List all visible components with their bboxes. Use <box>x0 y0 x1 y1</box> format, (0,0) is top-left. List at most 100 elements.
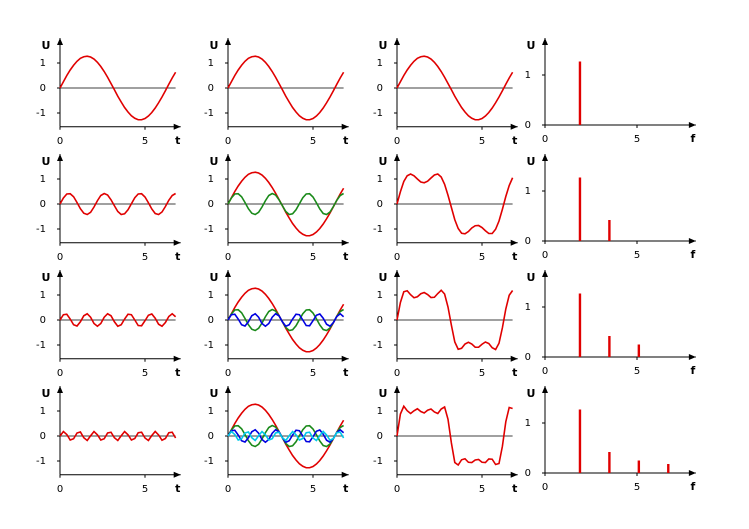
bar <box>667 464 670 473</box>
bar <box>578 293 582 357</box>
x-tick-label: 5 <box>479 368 485 379</box>
x-axis-label: t <box>175 134 180 147</box>
y-tick-label: 1 <box>377 174 383 185</box>
y-axis-arrow <box>57 154 63 161</box>
x-axis-arrow <box>688 122 696 128</box>
x-axis-label: t <box>343 482 348 495</box>
x-axis-arrow <box>173 239 181 246</box>
y-tick-label: 0 <box>377 431 383 442</box>
y-tick-label: 0 <box>377 83 383 94</box>
x-tick-label: 0 <box>542 250 548 261</box>
y-tick-label: 0 <box>377 315 383 326</box>
x-tick-label: 0 <box>225 484 231 495</box>
x-axis-arrow <box>341 123 349 130</box>
line <box>396 404 513 467</box>
x-tick-label: 5 <box>310 252 316 263</box>
x-axis-arrow <box>688 354 696 360</box>
y-axis-label: U <box>379 271 388 284</box>
y-tick-label: 1 <box>525 186 531 197</box>
x-axis-arrow <box>173 123 181 130</box>
line <box>227 312 345 328</box>
y-axis-label: U <box>379 39 388 52</box>
line <box>59 430 177 442</box>
x-tick-label: 0 <box>57 252 63 263</box>
y-axis-arrow <box>394 386 400 393</box>
y-tick-label: 1 <box>525 70 531 81</box>
y-tick-label: 0 <box>208 315 214 326</box>
y-tick-label: -1 <box>36 456 46 467</box>
x-tick-label: 0 <box>394 136 400 147</box>
y-axis-label: U <box>42 39 51 52</box>
x-tick-label: 5 <box>142 368 148 379</box>
y-axis-label: U <box>379 155 388 168</box>
x-axis-arrow <box>173 471 181 478</box>
y-axis-arrow <box>225 154 231 161</box>
x-tick-label: 0 <box>542 366 548 377</box>
x-tick-label: 0 <box>394 368 400 379</box>
x-tick-label: 5 <box>142 484 148 495</box>
bar <box>608 220 611 241</box>
y-tick-label: 0 <box>40 199 46 210</box>
x-axis-label: t <box>343 366 348 379</box>
x-tick-label: 5 <box>634 250 640 261</box>
y-tick-label: -1 <box>204 224 214 235</box>
y-tick-label: -1 <box>204 340 214 351</box>
x-axis-label: t <box>343 250 348 263</box>
x-axis-arrow <box>510 471 518 478</box>
y-tick-label: 1 <box>377 290 383 301</box>
y-tick-label: 0 <box>525 120 531 131</box>
y-tick-label: -1 <box>373 224 383 235</box>
y-axis-arrow <box>225 38 231 45</box>
x-axis-label: t <box>175 250 180 263</box>
y-tick-label: 0 <box>40 431 46 442</box>
y-axis-arrow <box>394 154 400 161</box>
y-tick-label: 1 <box>377 406 383 417</box>
y-axis-arrow <box>225 270 231 277</box>
y-tick-label: 1 <box>525 418 531 429</box>
x-tick-label: 0 <box>225 368 231 379</box>
y-tick-label: -1 <box>36 108 46 119</box>
y-tick-label: 0 <box>208 199 214 210</box>
x-tick-label: 5 <box>479 136 485 147</box>
x-tick-label: 0 <box>57 136 63 147</box>
x-tick-label: 0 <box>394 484 400 495</box>
x-tick-label: 5 <box>142 136 148 147</box>
x-axis-arrow <box>341 471 349 478</box>
x-tick-label: 5 <box>634 482 640 493</box>
x-tick-label: 0 <box>394 252 400 263</box>
y-tick-label: 0 <box>525 236 531 247</box>
x-tick-label: 5 <box>479 252 485 263</box>
x-axis-label: f <box>690 364 695 377</box>
line <box>227 192 345 216</box>
x-tick-label: 5 <box>310 136 316 147</box>
y-axis-arrow <box>57 38 63 45</box>
y-axis-label: U <box>42 387 51 400</box>
x-axis-arrow <box>341 355 349 362</box>
x-tick-label: 0 <box>57 368 63 379</box>
x-axis-label: t <box>175 482 180 495</box>
bar <box>578 61 582 125</box>
y-tick-label: 1 <box>208 290 214 301</box>
line <box>59 192 177 216</box>
x-axis-label: f <box>690 480 695 493</box>
y-tick-label: 1 <box>377 58 383 69</box>
line <box>59 312 177 328</box>
y-tick-label: 1 <box>40 290 46 301</box>
x-axis-label: t <box>512 482 517 495</box>
y-axis-arrow <box>542 38 548 45</box>
y-tick-label: 0 <box>525 352 531 363</box>
y-tick-label: 1 <box>40 406 46 417</box>
x-axis-arrow <box>341 239 349 246</box>
x-axis-label: t <box>343 134 348 147</box>
x-axis-label: t <box>512 134 517 147</box>
y-tick-label: -1 <box>36 340 46 351</box>
y-tick-label: -1 <box>373 340 383 351</box>
y-axis-label: U <box>527 271 536 284</box>
y-axis-arrow <box>57 270 63 277</box>
y-tick-label: 0 <box>525 468 531 479</box>
y-tick-label: 0 <box>40 83 46 94</box>
y-tick-label: 1 <box>40 174 46 185</box>
line <box>227 430 345 442</box>
x-axis-arrow <box>510 355 518 362</box>
